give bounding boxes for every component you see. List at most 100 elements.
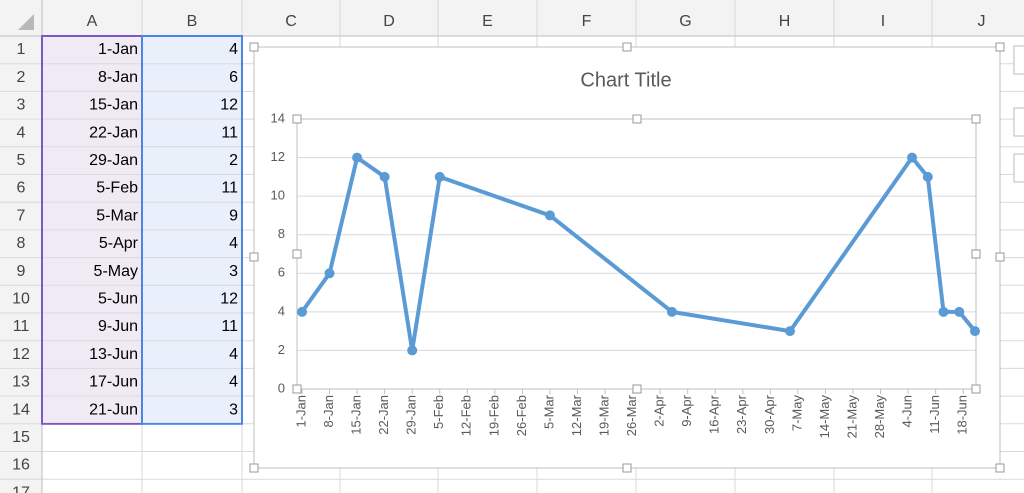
row-header[interactable]: 16 bbox=[12, 457, 30, 474]
column-header[interactable]: C bbox=[285, 13, 297, 30]
marker bbox=[922, 171, 933, 182]
plot-handle[interactable] bbox=[292, 384, 302, 394]
cell[interactable]: 11 bbox=[221, 180, 238, 197]
resize-handle[interactable] bbox=[249, 42, 259, 52]
marker bbox=[938, 306, 949, 317]
x-tick-label: 14-May bbox=[817, 395, 832, 439]
cell[interactable]: 5-May bbox=[94, 263, 138, 280]
cell[interactable]: 22-Jan bbox=[89, 124, 138, 141]
row-header[interactable]: 2 bbox=[17, 69, 26, 86]
plot-handle[interactable] bbox=[292, 114, 302, 124]
resize-handle[interactable] bbox=[249, 463, 259, 473]
chart-button[interactable] bbox=[1013, 107, 1024, 137]
row-header[interactable]: 12 bbox=[12, 346, 30, 363]
cell[interactable]: 3 bbox=[229, 263, 238, 280]
resize-handle[interactable] bbox=[995, 42, 1005, 52]
x-tick-label: 4-Jun bbox=[900, 395, 915, 428]
x-tick-label: 29-Jan bbox=[404, 395, 419, 435]
column-header[interactable]: E bbox=[482, 13, 493, 30]
cell[interactable]: 6 bbox=[229, 69, 238, 86]
marker bbox=[324, 268, 335, 279]
y-tick-label: 6 bbox=[278, 265, 285, 280]
column-header[interactable]: G bbox=[679, 13, 691, 30]
marker bbox=[970, 326, 980, 337]
y-tick-label: 4 bbox=[278, 303, 285, 318]
cell[interactable]: 4 bbox=[229, 235, 238, 252]
cell[interactable]: 11 bbox=[221, 318, 238, 335]
column-header[interactable]: D bbox=[383, 13, 395, 30]
column-header[interactable]: A bbox=[87, 13, 98, 30]
row-header[interactable]: 9 bbox=[17, 263, 26, 280]
cell[interactable]: 17-Jun bbox=[89, 374, 138, 391]
cell[interactable]: 12 bbox=[220, 97, 238, 114]
cell[interactable]: 4 bbox=[229, 41, 238, 58]
row-header[interactable]: 7 bbox=[17, 207, 26, 224]
x-tick-label: 12-Mar bbox=[569, 394, 584, 436]
chart-button[interactable] bbox=[1013, 45, 1024, 75]
cell[interactable]: 11 bbox=[221, 124, 238, 141]
resize-handle[interactable] bbox=[622, 463, 632, 473]
y-tick-label: 10 bbox=[271, 188, 285, 203]
cell[interactable]: 2 bbox=[229, 152, 238, 169]
y-tick-label: 0 bbox=[278, 380, 285, 395]
resize-handle[interactable] bbox=[995, 252, 1005, 262]
cell[interactable]: 15-Jan bbox=[89, 97, 138, 114]
marker bbox=[544, 210, 555, 221]
plot-handle[interactable] bbox=[292, 249, 302, 259]
column-header[interactable]: B bbox=[187, 13, 198, 30]
cell[interactable]: 5-Mar bbox=[96, 207, 138, 224]
marker bbox=[666, 306, 677, 317]
marker bbox=[954, 306, 965, 317]
resize-handle[interactable] bbox=[249, 252, 259, 262]
row-header[interactable]: 4 bbox=[17, 124, 26, 141]
marker bbox=[407, 345, 418, 356]
plot-handle[interactable] bbox=[632, 114, 642, 124]
select-all[interactable] bbox=[18, 14, 34, 30]
x-tick-label: 2-Apr bbox=[652, 394, 667, 426]
row-header[interactable]: 3 bbox=[17, 97, 26, 114]
row-header[interactable]: 5 bbox=[17, 152, 26, 169]
x-tick-label: 26-Feb bbox=[514, 395, 529, 436]
plot-handle[interactable] bbox=[971, 384, 981, 394]
column-header[interactable]: F bbox=[582, 13, 592, 30]
row-header[interactable]: 15 bbox=[12, 429, 30, 446]
resize-handle[interactable] bbox=[622, 42, 632, 52]
x-tick-label: 16-Apr bbox=[707, 394, 722, 434]
cell[interactable]: 4 bbox=[229, 346, 238, 363]
cell[interactable]: 4 bbox=[229, 374, 238, 391]
row-header[interactable]: 14 bbox=[12, 401, 30, 418]
y-tick-label: 14 bbox=[271, 110, 285, 125]
cell[interactable]: 9-Jun bbox=[98, 318, 138, 335]
cell[interactable]: 29-Jan bbox=[89, 152, 138, 169]
cell[interactable]: 3 bbox=[229, 401, 238, 418]
column-header[interactable]: H bbox=[779, 13, 791, 30]
plot-handle[interactable] bbox=[971, 114, 981, 124]
y-tick-label: 2 bbox=[278, 342, 285, 357]
cell[interactable]: 1-Jan bbox=[98, 41, 138, 58]
x-tick-label: 18-Jun bbox=[955, 395, 970, 435]
row-header[interactable]: 1 bbox=[17, 41, 26, 58]
plot-handle[interactable] bbox=[632, 384, 642, 394]
resize-handle[interactable] bbox=[995, 463, 1005, 473]
cell[interactable]: 9 bbox=[229, 207, 238, 224]
row-header[interactable]: 6 bbox=[17, 180, 26, 197]
cell[interactable]: 12 bbox=[220, 291, 238, 308]
y-tick-label: 8 bbox=[278, 226, 285, 241]
row-header[interactable]: 8 bbox=[17, 235, 26, 252]
cell[interactable]: 5-Feb bbox=[96, 180, 138, 197]
row-header[interactable]: 13 bbox=[12, 374, 30, 391]
column-header[interactable]: J bbox=[978, 13, 986, 30]
chart-button[interactable] bbox=[1013, 153, 1024, 183]
cell[interactable]: 8-Jan bbox=[98, 69, 138, 86]
plot-handle[interactable] bbox=[971, 249, 981, 259]
cell[interactable]: 5-Apr bbox=[99, 235, 139, 252]
row-header[interactable]: 10 bbox=[12, 291, 30, 308]
cell[interactable]: 13-Jun bbox=[89, 346, 138, 363]
x-tick-label: 26-Mar bbox=[624, 394, 639, 436]
cell[interactable]: 21-Jun bbox=[89, 401, 138, 418]
row-header[interactable]: 11 bbox=[13, 318, 30, 335]
row-header[interactable]: 17 bbox=[12, 484, 30, 493]
column-header[interactable]: I bbox=[881, 13, 885, 30]
marker bbox=[434, 171, 445, 182]
cell[interactable]: 5-Jun bbox=[98, 291, 138, 308]
